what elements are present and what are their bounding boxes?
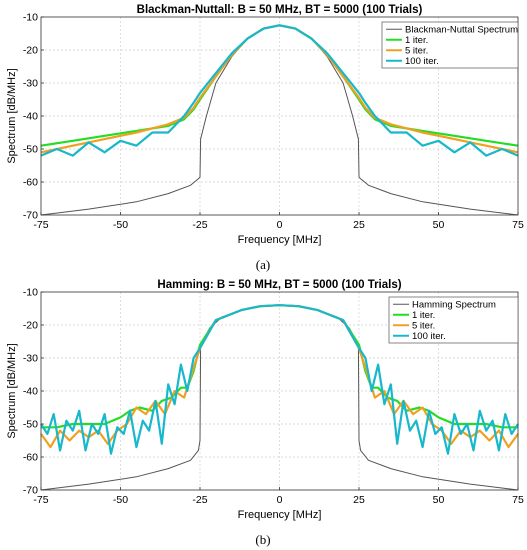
caption-a: (a) bbox=[255, 257, 271, 272]
x-tick-label: -25 bbox=[192, 494, 207, 506]
x-axis-label: Frequency [MHz] bbox=[238, 234, 322, 246]
y-tick-label: -40 bbox=[23, 111, 38, 123]
x-tick-label: 25 bbox=[353, 219, 365, 231]
x-tick-label: 0 bbox=[277, 494, 283, 506]
panel-b-chart: -75 -50 -25 0 25 50 75 -10 -20 -30 -40 -50 -60 -70 Ham… bbox=[6, 279, 524, 521]
y-tick-label: -30 bbox=[23, 78, 38, 90]
caption-b: (b) bbox=[255, 532, 271, 547]
y-tick-label: -50 bbox=[23, 419, 38, 431]
x-axis-label: Frequency [MHz] bbox=[238, 509, 322, 521]
y-tick-label: -60 bbox=[23, 177, 38, 189]
legend-label-1: Blackman-Nuttal Spectrum bbox=[405, 25, 518, 36]
legend-label-3: 5 iter. bbox=[405, 46, 428, 57]
y-axis-label: Spectrum [dB/MHz] bbox=[6, 68, 18, 163]
x-tick-label: -75 bbox=[33, 219, 48, 231]
y-tick-label: -50 bbox=[23, 144, 38, 156]
y-tick-label: -60 bbox=[23, 452, 38, 464]
x-tick-label: -50 bbox=[113, 494, 128, 506]
panel-a-chart: -75 -50 -25 0 25 50 75 -10 -20 -30 -40 -50 -60 -70 Bla… bbox=[6, 4, 524, 246]
legend-box bbox=[388, 296, 519, 344]
legend-label-2: 1 iter. bbox=[412, 310, 435, 321]
y-tick-label: -10 bbox=[23, 12, 38, 24]
legend-label-1: Hamming Spectrum bbox=[412, 300, 496, 311]
x-tick-label: -50 bbox=[113, 219, 128, 231]
y-tick-label: -40 bbox=[23, 386, 38, 398]
y-tick-label: -70 bbox=[23, 485, 38, 497]
legend-label-4: 100 iter. bbox=[405, 56, 439, 67]
x-tick-label: -75 bbox=[33, 494, 48, 506]
legend-label-3: 5 iter. bbox=[412, 321, 435, 332]
x-tick-label: 75 bbox=[512, 219, 524, 231]
y-tick-label: -20 bbox=[23, 320, 38, 332]
y-axis-label: Spectrum [dB/MHz] bbox=[6, 343, 18, 438]
x-tick-label: 50 bbox=[433, 219, 445, 231]
y-tick-label: -10 bbox=[23, 287, 38, 299]
x-tick-label: 50 bbox=[433, 494, 445, 506]
x-tick-label: 25 bbox=[353, 494, 365, 506]
chart-title: Hamming: B = 50 MHz, BT = 5000 (100 Tria… bbox=[157, 279, 401, 291]
chart-title: Blackman-Nuttall: B = 50 MHz, BT = 5000 … bbox=[137, 4, 423, 16]
legend-label-2: 1 iter. bbox=[405, 35, 428, 46]
y-tick-label: -20 bbox=[23, 45, 38, 57]
x-tick-label: -25 bbox=[192, 219, 207, 231]
legend-label-4: 100 iter. bbox=[412, 331, 446, 342]
legend-box bbox=[381, 21, 519, 69]
y-tick-label: -30 bbox=[23, 353, 38, 365]
x-tick-label: 0 bbox=[277, 219, 283, 231]
x-tick-label: 75 bbox=[512, 494, 524, 506]
series-line-4 bbox=[40, 24, 519, 157]
series-line-4 bbox=[40, 304, 519, 455]
y-tick-label: -70 bbox=[23, 210, 38, 222]
